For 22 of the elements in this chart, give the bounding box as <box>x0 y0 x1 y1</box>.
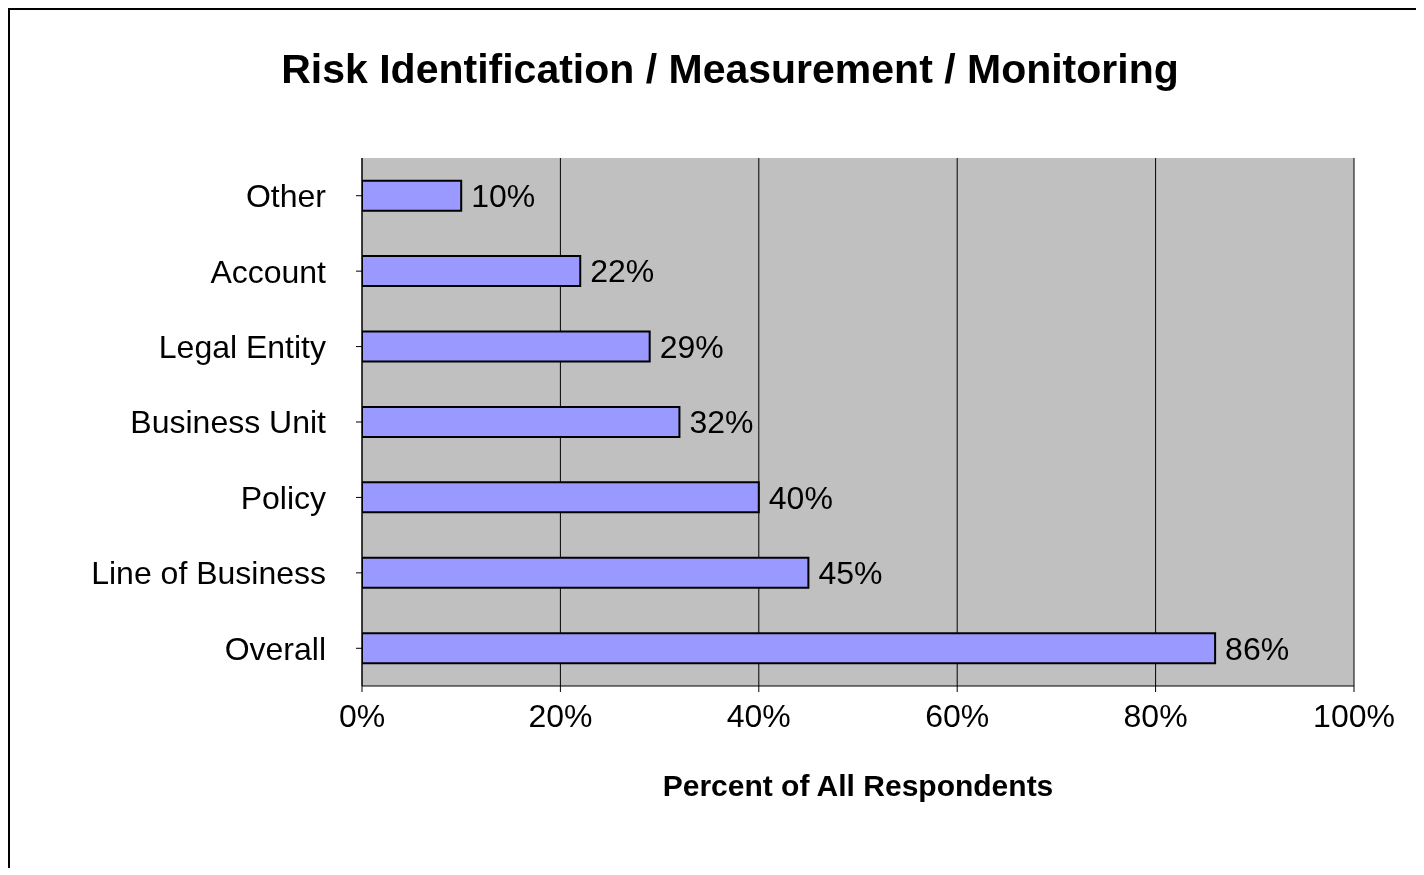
chart-title: Risk Identification / Measurement / Monitoring <box>280 46 1180 93</box>
data-label: 29% <box>659 328 724 365</box>
y-tick-label: Account <box>210 253 327 290</box>
x-tick-label: 80% <box>1123 697 1188 734</box>
data-label: 40% <box>768 479 833 516</box>
y-tick-label: Other <box>245 178 327 215</box>
y-tick-label: Legal Entity <box>158 328 326 365</box>
x-tick-label: 100% <box>1313 697 1395 734</box>
data-label: 86% <box>1225 630 1290 667</box>
data-label: 22% <box>590 253 655 290</box>
y-tick-label: Policy <box>240 479 326 516</box>
data-label: 32% <box>689 404 754 441</box>
x-tick-label: 0% <box>338 697 386 734</box>
data-label: 45% <box>818 555 883 592</box>
x-axis-title: Percent of All Respondents <box>662 769 1054 802</box>
x-tick-label: 20% <box>528 697 593 734</box>
x-tick-label: 40% <box>726 697 791 734</box>
data-label: 10% <box>471 177 536 214</box>
x-tick-label: 60% <box>925 697 990 734</box>
y-tick-label: Line of Business <box>91 555 326 592</box>
y-tick-label: Business Unit <box>130 404 327 441</box>
y-tick-label: Overall <box>224 630 326 667</box>
